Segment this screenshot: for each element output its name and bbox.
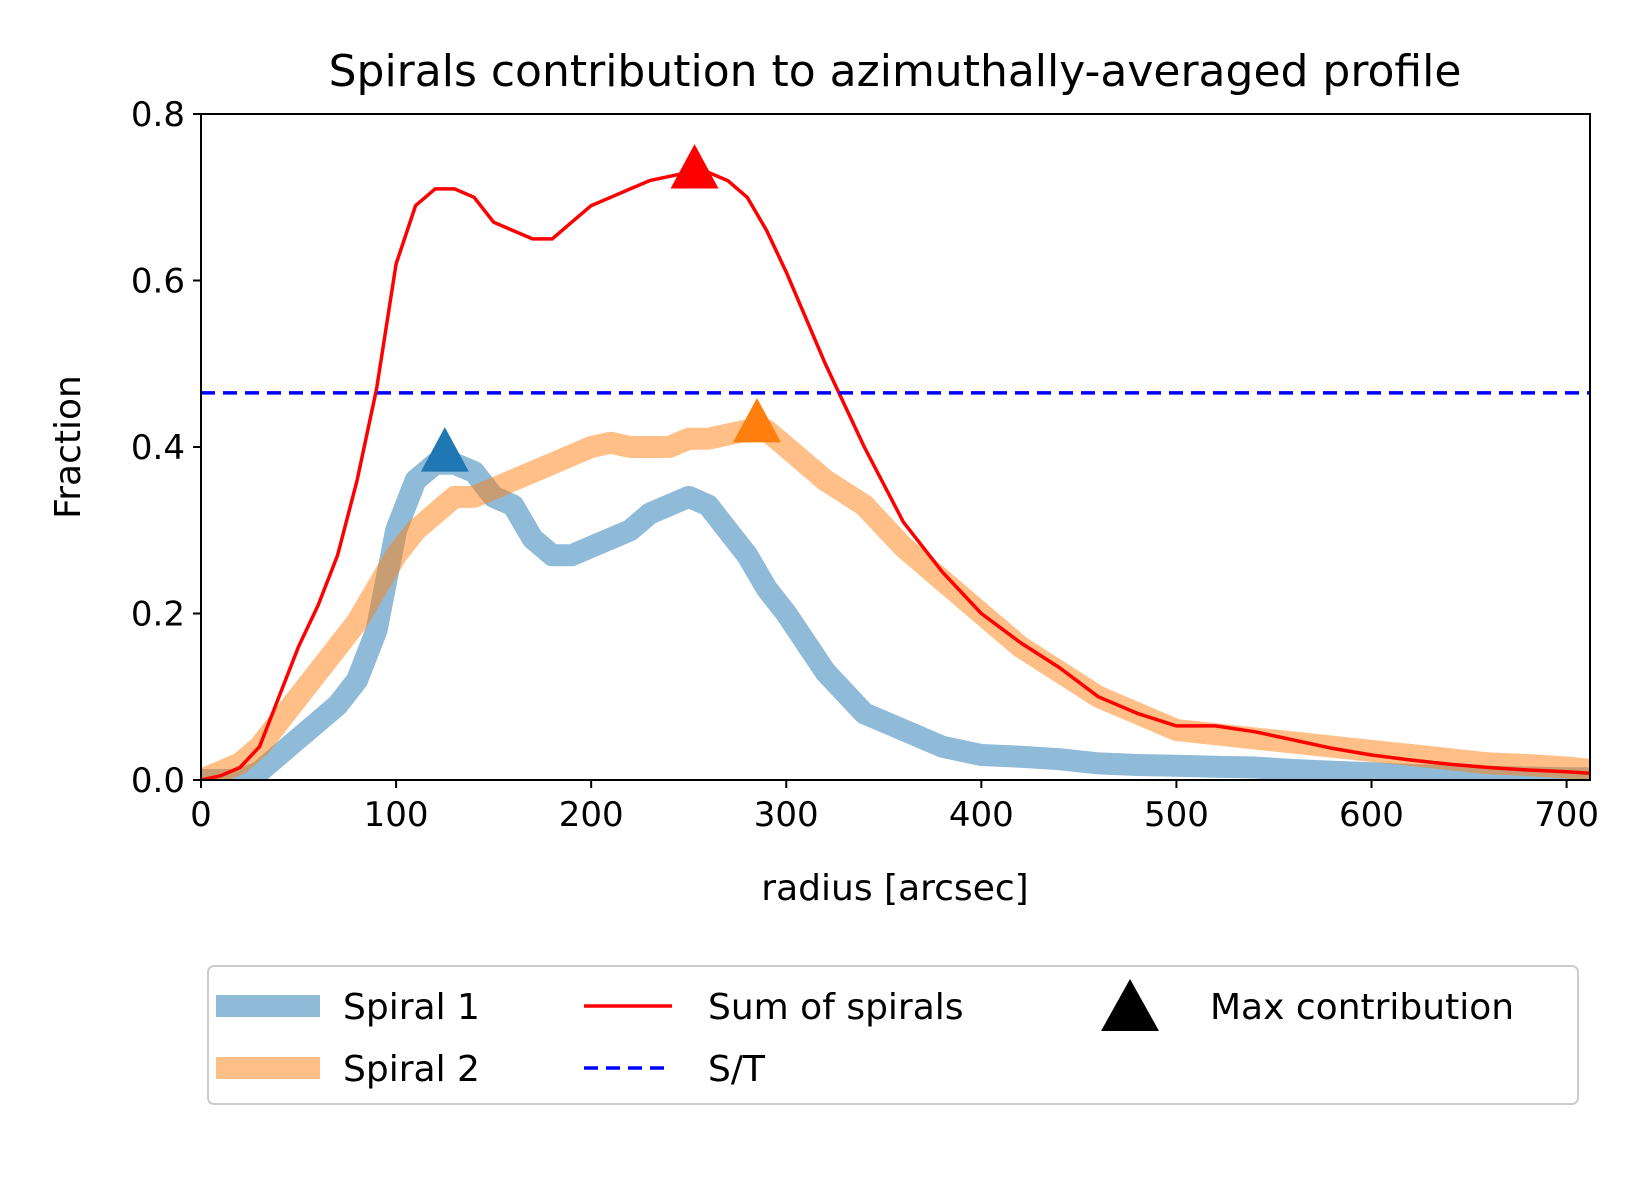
- x-tick-label: 500: [1144, 795, 1209, 835]
- series-line-spiral-2: [201, 419, 1590, 780]
- chart-title: Spirals contribution to azimuthally-aver…: [329, 46, 1462, 97]
- series-line-spiral-1: [201, 452, 1590, 780]
- y-tick-label: 0.2: [131, 595, 185, 635]
- y-tick-label: 0.8: [131, 95, 185, 135]
- x-tick-label: 400: [949, 795, 1014, 835]
- legend-box: [207, 965, 1579, 1105]
- x-tick-label: 700: [1534, 795, 1599, 835]
- x-tick-label: 100: [364, 795, 429, 835]
- x-tick-label: 600: [1339, 795, 1404, 835]
- marker-layer: [420, 144, 781, 472]
- legend-label-max-contribution: Max contribution: [1210, 987, 1514, 1028]
- legend-label-s-t: S/T: [708, 1049, 766, 1090]
- plot-area: [200, 113, 1591, 781]
- plot-frame: [200, 113, 1591, 781]
- x-tick-label: 300: [754, 795, 819, 835]
- legend-handle-max-contribution: [1101, 979, 1159, 1031]
- legend-label-spiral-2: Spiral 2: [343, 1049, 480, 1090]
- max-marker-sum-of-spirals: [670, 144, 719, 189]
- y-axis: 0.0 0.2 0.4 0.6 0.8: [131, 95, 201, 801]
- y-tick-label: 0.0: [131, 761, 185, 801]
- x-tick-label: 0: [190, 795, 212, 835]
- x-axis-label: radius [arcsec]: [761, 868, 1028, 909]
- x-tick-label: 200: [559, 795, 624, 835]
- y-tick-label: 0.4: [131, 428, 185, 468]
- legend-label-sum-of-spirals: Sum of spirals: [708, 987, 964, 1028]
- max-marker-spiral-1: [420, 427, 469, 472]
- y-tick-label: 0.6: [131, 262, 185, 302]
- y-axis-label: Fraction: [48, 375, 89, 519]
- legend: Spiral 1 Spiral 2 Sum of spirals S/T Max con…: [207, 965, 1579, 1105]
- series-layer: [201, 170, 1590, 780]
- legend-label-spiral-1: Spiral 1: [343, 987, 480, 1028]
- max-marker-spiral-2: [732, 398, 781, 443]
- x-axis: 0 100 200 300 400 500 600 700: [190, 780, 1599, 835]
